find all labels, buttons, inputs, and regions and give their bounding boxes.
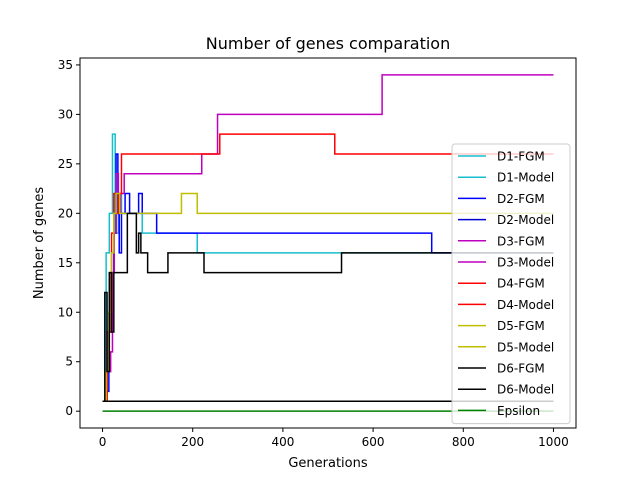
y-tick-label: 5 <box>65 355 73 369</box>
y-tick-label: 15 <box>58 256 73 270</box>
legend-entry: D5-Model <box>497 340 554 354</box>
x-tick-label: 0 <box>99 435 107 449</box>
legend-entry: D4-Model <box>497 298 554 312</box>
legend-box <box>451 143 571 425</box>
legend-entry: D2-Model <box>497 213 554 227</box>
legend-entry: D2-FGM <box>497 192 545 206</box>
y-tick-label: 10 <box>58 305 73 319</box>
axes: 0 200 400 600 800 1000 0 5 10 15 20 25 30 35 <box>58 57 577 449</box>
x-axis-label: Generations <box>288 456 368 471</box>
x-tick-label: 200 <box>181 435 204 449</box>
legend-entry: D6-FGM <box>497 362 545 376</box>
x-tick-label: 600 <box>362 435 385 449</box>
legend-entry: D4-FGM <box>497 277 545 291</box>
legend-entry: D1-Model <box>497 171 554 185</box>
legend-entry: D3-FGM <box>497 234 545 248</box>
y-tick-label: 25 <box>58 157 73 171</box>
y-axis-label: Number of genes <box>32 187 47 300</box>
legend-entry: D5-FGM <box>497 319 545 333</box>
legend-entry: D6-Model <box>497 383 554 397</box>
legend-entry: Epsilon <box>497 404 540 418</box>
axes-frame <box>79 57 577 429</box>
legend: D1-FGM D1-Model D2-FGM D2-Model D3-FGM D3-Mod… <box>451 143 571 425</box>
x-tick-label: 400 <box>271 435 294 449</box>
x-tick-label: 800 <box>452 435 475 449</box>
y-tick-label: 30 <box>58 107 73 121</box>
y-tick-label: 35 <box>58 58 73 72</box>
series-line-d6-fgm <box>102 212 554 403</box>
x-tick-label: 1000 <box>538 435 569 449</box>
chart-title: Number of genes comparation <box>206 34 450 53</box>
y-tick-label: 20 <box>58 206 73 220</box>
legend-entry: D1-FGM <box>497 150 545 164</box>
y-tick-label: 0 <box>65 404 73 418</box>
legend-entry: D3-Model <box>497 256 554 270</box>
